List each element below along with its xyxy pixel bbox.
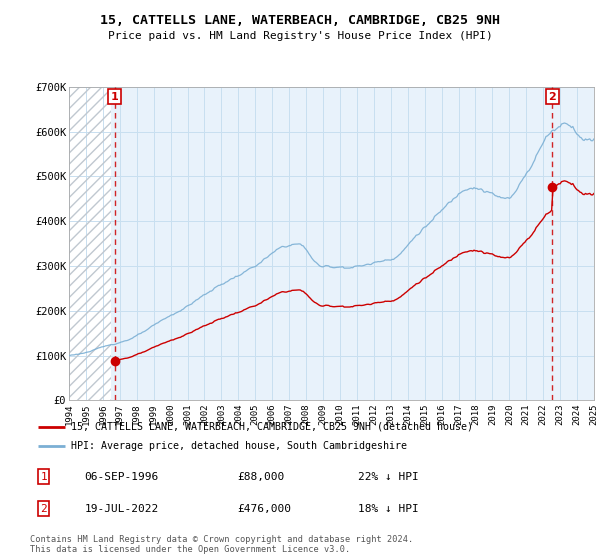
Text: Contains HM Land Registry data © Crown copyright and database right 2024.
This d: Contains HM Land Registry data © Crown c…	[30, 535, 413, 554]
Text: 2: 2	[548, 91, 556, 101]
Text: £476,000: £476,000	[238, 503, 292, 514]
Text: 1: 1	[110, 91, 118, 101]
Text: 15, CATTELLS LANE, WATERBEACH, CAMBRIDGE, CB25 9NH (detached house): 15, CATTELLS LANE, WATERBEACH, CAMBRIDGE…	[71, 422, 473, 432]
Text: 1: 1	[40, 472, 47, 482]
Bar	[69, 87, 112, 400]
Text: 22% ↓ HPI: 22% ↓ HPI	[358, 472, 418, 482]
Text: Price paid vs. HM Land Registry's House Price Index (HPI): Price paid vs. HM Land Registry's House …	[107, 31, 493, 41]
Text: 19-JUL-2022: 19-JUL-2022	[85, 503, 159, 514]
Text: 18% ↓ HPI: 18% ↓ HPI	[358, 503, 418, 514]
Text: £88,000: £88,000	[238, 472, 285, 482]
Text: HPI: Average price, detached house, South Cambridgeshire: HPI: Average price, detached house, Sout…	[71, 441, 407, 450]
Bar	[69, 87, 112, 400]
Text: 2: 2	[40, 503, 47, 514]
Text: 15, CATTELLS LANE, WATERBEACH, CAMBRIDGE, CB25 9NH: 15, CATTELLS LANE, WATERBEACH, CAMBRIDGE…	[100, 14, 500, 27]
Text: 06-SEP-1996: 06-SEP-1996	[85, 472, 159, 482]
